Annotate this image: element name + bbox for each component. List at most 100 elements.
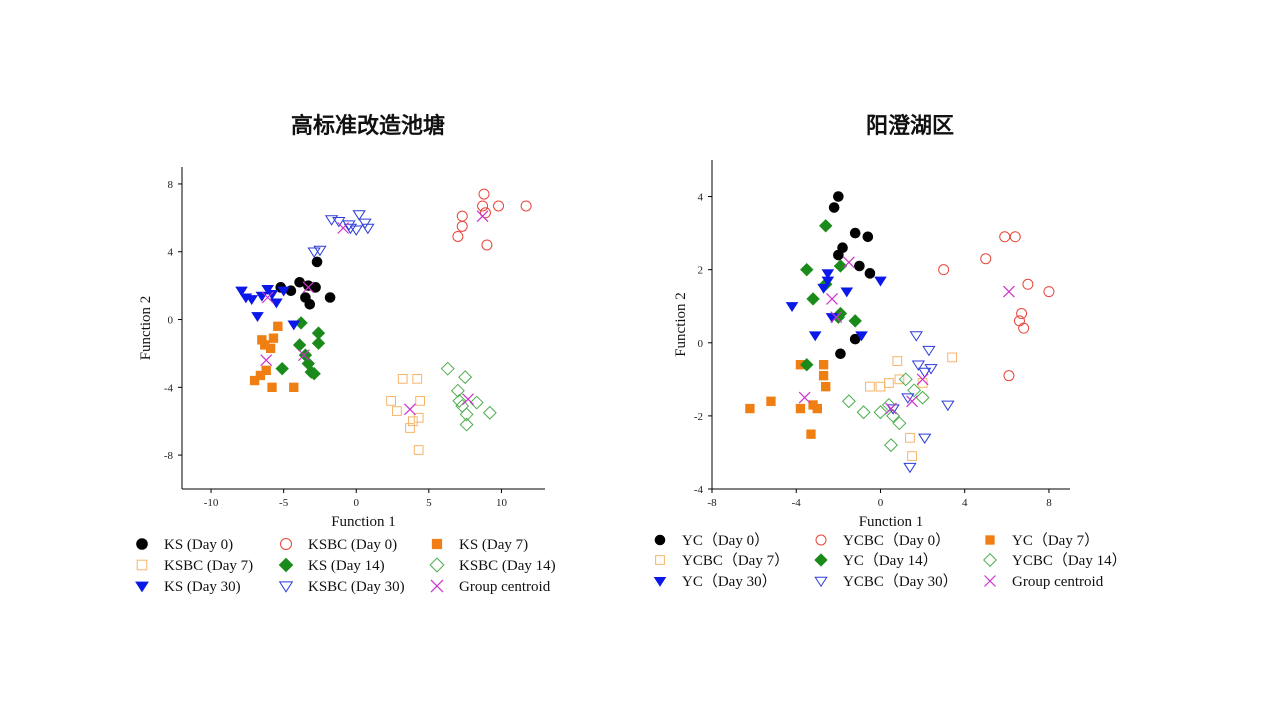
legend-item: KSBC (Day 30) xyxy=(278,579,405,595)
data-point xyxy=(450,383,465,398)
legend: YC（Day 0） YCBC（Day 0） YC（Day 7） YCBC（Day 7）… xyxy=(653,532,1127,590)
legend-label: YC（Day 0） xyxy=(682,532,769,549)
data-point xyxy=(462,393,474,406)
legend-marker xyxy=(136,538,148,550)
data-point xyxy=(311,256,323,268)
data-point xyxy=(800,358,814,372)
data-point xyxy=(273,321,283,331)
data-point xyxy=(833,259,848,273)
data-point xyxy=(307,247,321,258)
data-point xyxy=(907,451,917,461)
data-point xyxy=(864,268,876,279)
legend-marker xyxy=(984,575,996,587)
legend-marker xyxy=(278,557,294,573)
legend-label: KS (Day 14) xyxy=(308,558,385,574)
data-point xyxy=(268,333,279,343)
data-point xyxy=(901,393,915,404)
data-point xyxy=(835,348,846,360)
data-point xyxy=(456,220,468,232)
legend-label: KSBC (Day 14) xyxy=(459,558,556,574)
data-point xyxy=(894,374,905,385)
legend-label: YCBC（Day 7） xyxy=(682,552,789,569)
series-0 xyxy=(275,256,336,310)
legend-marker xyxy=(278,581,294,593)
series-8 xyxy=(798,256,1015,415)
data-point xyxy=(849,227,861,239)
legend-label: YC（Day 7） xyxy=(1012,532,1099,549)
data-point xyxy=(270,298,283,309)
data-point xyxy=(848,314,862,328)
data-point xyxy=(821,276,835,287)
data-point xyxy=(818,360,829,370)
data-point xyxy=(884,438,898,453)
series-4 xyxy=(800,219,862,372)
x-axis-label: Function 1 xyxy=(331,514,396,530)
data-point xyxy=(1018,322,1030,334)
data-point xyxy=(898,372,913,387)
data-point xyxy=(479,207,491,219)
data-point xyxy=(915,390,930,405)
y-tick-label: 0 xyxy=(168,315,174,327)
data-point xyxy=(275,361,289,376)
data-point xyxy=(245,295,258,305)
legend-item: KSBC (Day 14) xyxy=(429,557,556,574)
data-point xyxy=(392,406,402,416)
data-point xyxy=(785,302,799,313)
data-point xyxy=(938,264,950,276)
data-point xyxy=(386,395,396,406)
data-point xyxy=(947,352,957,363)
series-2 xyxy=(249,321,299,392)
y-tick-label: 4 xyxy=(168,247,174,259)
data-point xyxy=(261,365,271,376)
legend-marker xyxy=(815,534,827,546)
data-point xyxy=(311,336,326,350)
data-point xyxy=(287,320,301,331)
legend-label: YC（Day 14） xyxy=(843,552,938,569)
data-point xyxy=(980,253,992,265)
legend-label: KS (Day 7) xyxy=(459,537,528,553)
legend-marker xyxy=(429,557,445,573)
data-point xyxy=(819,219,833,233)
legend-label: Group centroid xyxy=(459,579,551,595)
legend-label: KSBC (Day 30) xyxy=(308,579,405,595)
data-point xyxy=(873,405,888,420)
series-3 xyxy=(386,373,426,455)
legend-label: YCBC（Day 14） xyxy=(1012,552,1127,569)
left-chart-title: 高标准改造池塘 xyxy=(290,114,445,139)
legend-item: KS (Day 14) xyxy=(278,557,385,574)
legend-label: KS (Day 0) xyxy=(164,537,233,553)
data-point xyxy=(856,405,871,420)
series-6 xyxy=(785,269,887,342)
legend-marker xyxy=(814,553,828,567)
data-point xyxy=(821,269,835,280)
data-point xyxy=(941,400,955,412)
data-point xyxy=(459,417,474,432)
data-point xyxy=(260,354,273,367)
data-point xyxy=(405,423,415,433)
data-point xyxy=(304,298,316,310)
x-tick-label: -8 xyxy=(707,497,717,509)
data-point xyxy=(455,399,470,413)
data-point xyxy=(766,396,776,406)
data-point xyxy=(407,416,418,427)
data-point xyxy=(906,395,918,408)
data-point xyxy=(477,200,489,212)
x-axis-label: Function 1 xyxy=(859,514,924,530)
data-point xyxy=(806,429,816,439)
data-point xyxy=(1016,308,1028,320)
data-point xyxy=(265,290,279,300)
data-point xyxy=(255,370,266,381)
data-point xyxy=(798,391,811,404)
data-point xyxy=(841,394,856,409)
data-point xyxy=(456,210,468,222)
data-point xyxy=(833,249,844,261)
data-point xyxy=(840,287,854,298)
data-point xyxy=(413,412,424,423)
data-point xyxy=(412,373,423,384)
legend-item: Group centroid xyxy=(430,579,551,595)
data-point xyxy=(854,260,865,272)
data-point xyxy=(903,462,917,474)
data-point xyxy=(277,286,290,297)
legend-item: KSBC (Day 7) xyxy=(136,558,253,574)
